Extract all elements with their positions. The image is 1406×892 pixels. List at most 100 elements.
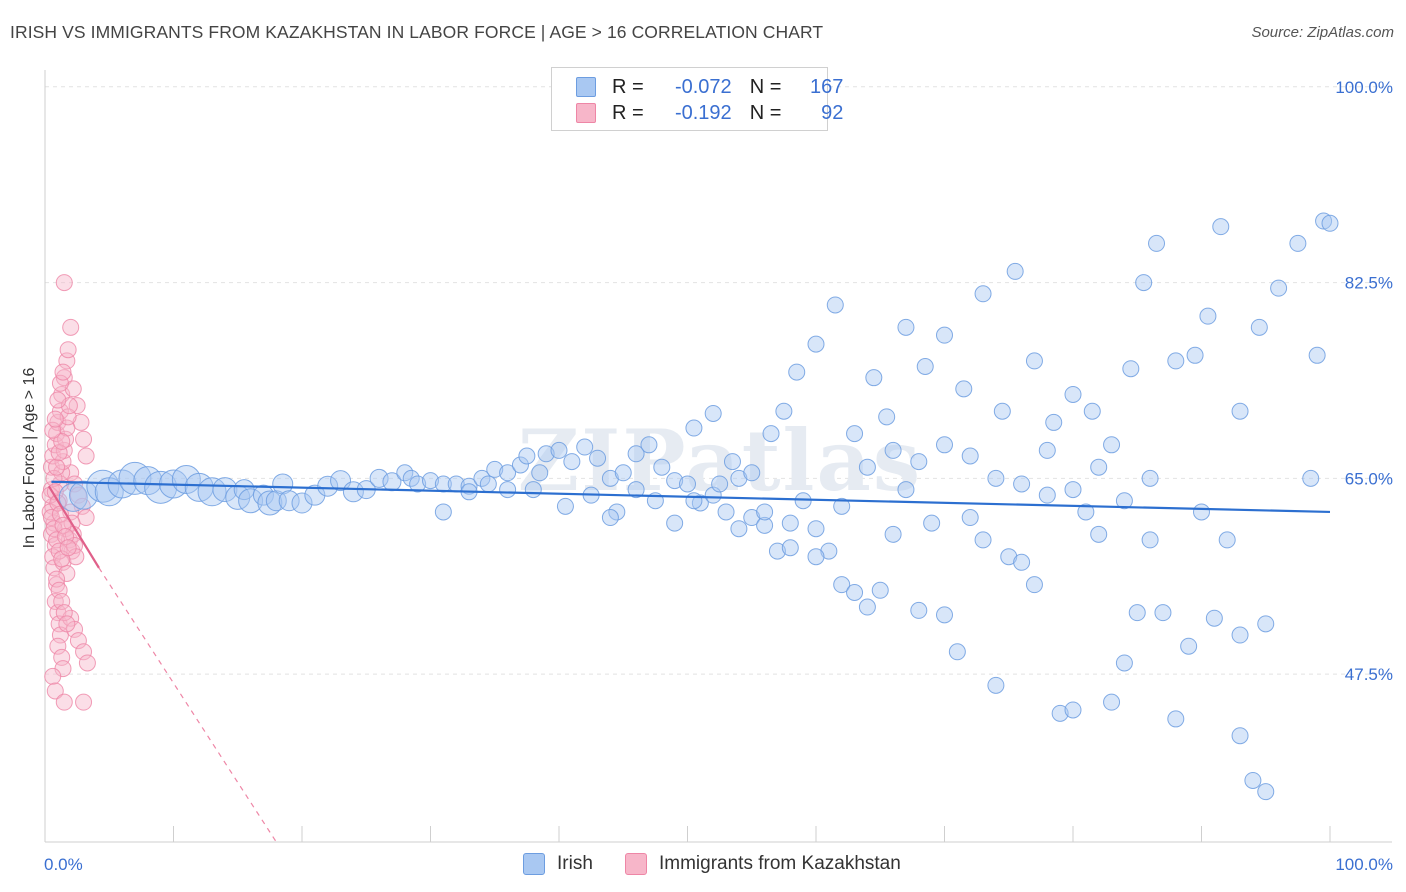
legend-n-label: N = xyxy=(749,75,782,98)
irish-point xyxy=(666,514,684,532)
y-axis-label: In Labor Force | Age > 16 xyxy=(21,368,38,549)
irish-point xyxy=(499,481,517,499)
irish-point xyxy=(768,542,786,560)
irish-point xyxy=(762,425,780,443)
irish-point xyxy=(916,357,934,375)
irish-point xyxy=(1193,503,1210,521)
irish-point xyxy=(1090,458,1108,476)
legend-r-label: R = xyxy=(612,101,644,124)
irish-point xyxy=(936,436,953,454)
legend-r-value: -0.072 xyxy=(674,75,732,98)
irish-point xyxy=(1064,385,1082,403)
irish-point xyxy=(396,464,414,482)
irish-point xyxy=(1013,553,1031,571)
irish-point xyxy=(1090,525,1108,543)
chart-title: IRISH VS IMMIGRANTS FROM KAZAKHSTAN IN L… xyxy=(10,22,824,42)
irish-point xyxy=(743,509,761,527)
irish-point xyxy=(846,425,864,443)
irish-point xyxy=(317,475,339,497)
irish-point xyxy=(1315,212,1333,230)
irish-point xyxy=(679,475,696,493)
irish-point xyxy=(640,436,658,454)
irish-point xyxy=(1148,234,1166,252)
irish-point xyxy=(1244,771,1262,789)
irish-point xyxy=(974,285,992,303)
irish-point xyxy=(858,458,876,476)
irish-point xyxy=(627,481,645,499)
irish-point xyxy=(118,461,152,495)
irish-point xyxy=(144,470,178,504)
irish-point xyxy=(1103,436,1121,454)
irish-point xyxy=(910,453,928,471)
kazakhstan-point xyxy=(49,637,67,655)
irish-point xyxy=(422,472,439,490)
kazakhstan-point xyxy=(46,592,64,610)
correlation-legend: R = -0.072 N = 167 R = -0.192 N = 92 xyxy=(551,67,843,131)
irish-point xyxy=(1077,503,1095,521)
legend-r-value: -0.192 xyxy=(674,101,732,124)
irish-point xyxy=(897,481,915,499)
irish-point xyxy=(1231,626,1249,644)
source-label: Source: ZipAtlas.com xyxy=(1251,24,1394,41)
series-kazakhstan xyxy=(41,274,96,711)
irish-point xyxy=(788,363,806,381)
kazakhstan-point xyxy=(64,380,82,398)
irish-point xyxy=(987,469,1005,487)
irish-point xyxy=(486,460,504,478)
kazakhstan-point xyxy=(46,682,64,700)
irish-point xyxy=(556,497,574,515)
irish-point xyxy=(511,456,529,474)
kazakhstan-point xyxy=(59,341,77,359)
irish-point xyxy=(1257,615,1275,633)
irish-point xyxy=(961,509,979,527)
irish-point xyxy=(1205,609,1223,627)
bottom-legend-swatch-kazakhstan xyxy=(625,853,647,875)
irish-point xyxy=(1257,783,1275,801)
legend-n-label: N = xyxy=(749,101,782,124)
irish-point xyxy=(434,503,452,521)
irish-point xyxy=(1167,352,1185,370)
irish-point xyxy=(291,492,313,514)
irish-point xyxy=(576,438,594,456)
irish-point xyxy=(1025,576,1043,594)
irish-point xyxy=(69,480,99,510)
irish-point xyxy=(685,492,703,510)
irish-point xyxy=(1141,531,1159,549)
kazakhstan-point xyxy=(53,592,71,610)
bottom-legend-swatch-irish xyxy=(523,853,545,875)
irish-point xyxy=(1270,279,1288,297)
irish-point xyxy=(897,318,915,336)
legend-row-irish: R = -0.072 N = 167 xyxy=(576,75,843,99)
irish-point xyxy=(1115,654,1133,672)
legend-r-label: R = xyxy=(612,75,644,98)
irish-point xyxy=(794,492,812,510)
irish-point xyxy=(704,404,722,422)
kazakhstan-point xyxy=(55,693,73,711)
irish-point xyxy=(304,484,326,506)
irish-point xyxy=(961,447,979,465)
irish-point xyxy=(691,494,709,512)
irish-point xyxy=(1038,441,1056,459)
legend-n-value: 167 xyxy=(810,75,844,98)
kazakhstan-point xyxy=(51,374,69,392)
irish-point xyxy=(910,601,928,619)
irish-point xyxy=(756,503,774,521)
irish-point xyxy=(1006,262,1024,280)
irish-point xyxy=(1289,234,1307,252)
irish-point xyxy=(936,326,953,344)
irish-point xyxy=(807,335,825,353)
irish-point xyxy=(1231,402,1249,420)
kazakhstan-point xyxy=(78,654,96,672)
irish-point xyxy=(531,464,549,482)
irish-point xyxy=(1051,704,1069,722)
irish-point xyxy=(955,380,973,398)
irish-point xyxy=(1218,531,1236,549)
irish-point xyxy=(871,581,889,599)
irish-point xyxy=(878,408,896,426)
irish-point xyxy=(826,296,844,314)
irish-point xyxy=(653,458,671,476)
irish-point xyxy=(820,542,838,560)
kazakhstan-point xyxy=(75,693,93,711)
irish-point xyxy=(717,503,735,521)
irish-point xyxy=(238,488,264,514)
